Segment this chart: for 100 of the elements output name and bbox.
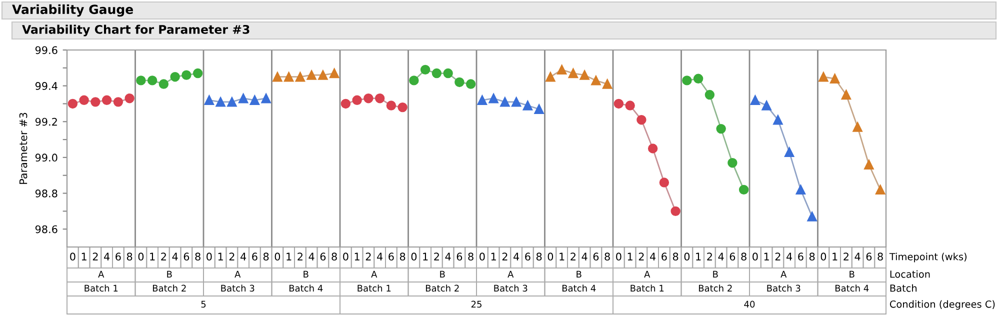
x-tick-label: 0 (70, 252, 76, 261)
x-tick-label: 4 (582, 252, 588, 260)
point (534, 104, 544, 114)
x-tick-label: 0 (411, 252, 417, 261)
x-tick-label: 6 (593, 252, 599, 261)
x-tick-label: 4 (650, 252, 656, 260)
point (238, 93, 248, 104)
text: 25 (471, 300, 482, 308)
point (796, 184, 806, 195)
y-tick-label: 98.6 (35, 225, 58, 234)
point (113, 97, 124, 107)
x-tick-label: 8 (878, 252, 883, 261)
point (170, 72, 180, 82)
x-tick-label: 4 (718, 252, 724, 260)
x-tick-label: 6 (388, 252, 394, 261)
x-tick-label: 4 (240, 252, 246, 260)
point (204, 95, 214, 106)
point (580, 70, 590, 80)
x-tick-label: 1 (354, 252, 360, 260)
point (158, 79, 169, 89)
text: Batch 1 (84, 284, 118, 292)
x-tick-label: 1 (628, 252, 632, 260)
y-tick-label: 99.2 (35, 118, 57, 126)
point (454, 77, 464, 88)
x-tick-label: 8 (400, 252, 406, 261)
point (364, 93, 374, 104)
x-tick-label: 2 (434, 252, 439, 260)
x-tick-label: 2 (161, 252, 166, 260)
x-tick-label: 4 (308, 252, 314, 260)
point (192, 68, 203, 78)
point (682, 76, 692, 86)
point (250, 95, 260, 106)
x-tick-label: 8 (809, 252, 815, 261)
x-tick-label: 6 (184, 252, 190, 261)
point (477, 95, 488, 106)
point (704, 90, 715, 100)
text: B (850, 270, 854, 278)
x-tick-label: 8 (672, 252, 678, 261)
x-tick-label: 2 (638, 252, 644, 260)
x-tick-label: 8 (468, 252, 474, 261)
point (340, 98, 351, 109)
x-tick-label: 6 (525, 252, 530, 261)
point (420, 64, 430, 75)
point (728, 158, 738, 168)
text: B (576, 270, 582, 278)
point (716, 124, 726, 134)
point (79, 95, 89, 106)
point (591, 76, 601, 86)
point (124, 93, 134, 104)
point (261, 93, 271, 104)
point (488, 93, 498, 104)
point (443, 68, 453, 78)
x-tick-label: 0 (548, 252, 554, 261)
point (306, 70, 316, 80)
x-tick-label: 6 (798, 252, 804, 261)
text: Timepoint (wks) (889, 252, 966, 262)
point (398, 102, 408, 112)
x-tick-label: 1 (286, 252, 292, 260)
point (102, 95, 112, 106)
text: B (440, 270, 445, 278)
point (546, 72, 556, 82)
text: Location (890, 270, 930, 278)
x-tick-label: 4 (104, 252, 110, 260)
point (318, 70, 328, 80)
text: 40 (744, 300, 755, 308)
point (807, 212, 817, 222)
x-tick-label: 4 (172, 252, 178, 260)
point (216, 97, 226, 107)
x-tick-label: 0 (752, 252, 758, 261)
x-tick-label: 8 (126, 252, 132, 261)
x-tick-label: 2 (92, 252, 98, 260)
x-tick-label: 2 (707, 252, 712, 260)
point (875, 184, 886, 195)
text: Batch 4 (835, 284, 869, 292)
point (659, 178, 670, 188)
point (466, 79, 476, 89)
point (568, 68, 578, 78)
point (272, 72, 282, 82)
x-tick-label: 1 (696, 252, 701, 260)
y-tick-label: 99.6 (35, 46, 58, 54)
text: Condition (degrees C) (890, 300, 995, 310)
x-tick-label: 2 (298, 252, 302, 260)
point (227, 97, 237, 107)
point (670, 206, 680, 216)
point (295, 72, 306, 82)
point (773, 114, 783, 125)
y-tick-label: 98.8 (35, 190, 58, 198)
point (147, 76, 158, 86)
x-tick-label: 4 (445, 252, 451, 260)
x-tick-label: 0 (820, 252, 826, 261)
x-tick-label: 4 (377, 252, 383, 260)
text: A (780, 270, 787, 278)
point (614, 98, 624, 109)
x-tick-label: 2 (502, 252, 508, 260)
x-tick-label: 6 (116, 252, 121, 261)
x-tick-label: 6 (866, 252, 872, 261)
chart-title: Variability Gauge (12, 4, 133, 17)
point (284, 72, 294, 82)
point (182, 70, 192, 80)
point (830, 74, 840, 84)
